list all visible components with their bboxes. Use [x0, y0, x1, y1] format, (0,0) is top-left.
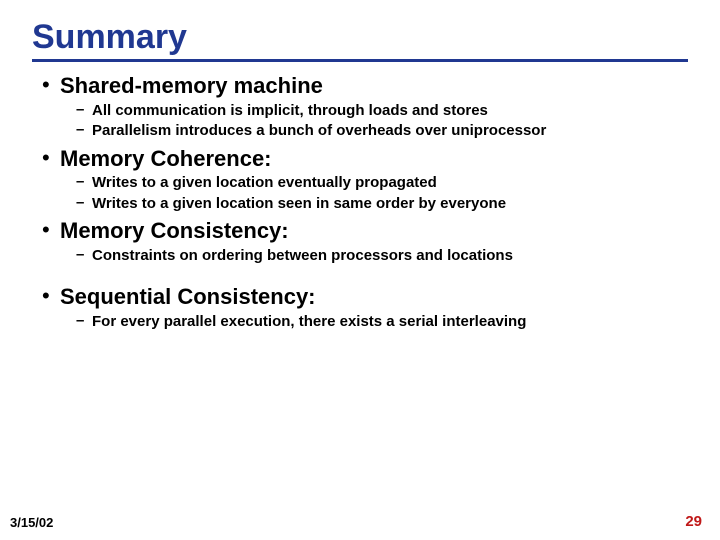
bullet-item: •Sequential Consistency: — [42, 283, 688, 311]
bullet-text: Memory Coherence: — [60, 145, 272, 173]
sub-bullet-text: Writes to a given location seen in same … — [92, 194, 506, 214]
sub-bullet-marker: – — [76, 173, 92, 192]
bullet-text: Sequential Consistency: — [60, 283, 316, 311]
bullet-text: Shared-memory machine — [60, 72, 323, 100]
sub-bullet-item: –Writes to a given location eventually p… — [76, 173, 688, 193]
sub-bullet-text: All communication is implicit, through l… — [92, 101, 488, 121]
title-underline — [32, 59, 688, 62]
sub-bullet-text: Constraints on ordering between processo… — [92, 246, 513, 266]
sub-bullet-marker: – — [76, 246, 92, 265]
sub-bullet-item: –Parallelism introduces a bunch of overh… — [76, 121, 688, 141]
sub-bullet-text: Writes to a given location eventually pr… — [92, 173, 437, 193]
sub-bullet-marker: – — [76, 121, 92, 140]
sub-bullet-item: –Writes to a given location seen in same… — [76, 194, 688, 214]
bullet-text: Memory Consistency: — [60, 217, 289, 245]
sub-bullet-item: –All communication is implicit, through … — [76, 101, 688, 121]
sub-bullet-text: Parallelism introduces a bunch of overhe… — [92, 121, 546, 141]
bullet-item: •Memory Coherence: — [42, 145, 688, 173]
bullet-marker: • — [42, 72, 60, 98]
bullet-item: •Memory Consistency: — [42, 217, 688, 245]
sub-bullet-text: For every parallel execution, there exis… — [92, 312, 526, 332]
slide-title: Summary — [32, 18, 688, 57]
sub-bullet-marker: – — [76, 101, 92, 120]
bullet-marker: • — [42, 145, 60, 171]
slide-content: •Shared-memory machine–All communication… — [32, 72, 688, 331]
bullet-marker: • — [42, 283, 60, 309]
bullet-marker: • — [42, 217, 60, 243]
sub-bullet-marker: – — [76, 312, 92, 331]
footer-page-number: 29 — [685, 513, 702, 530]
footer-date: 3/15/02 — [10, 515, 53, 530]
sub-bullet-marker: – — [76, 194, 92, 213]
bullet-item: •Shared-memory machine — [42, 72, 688, 100]
sub-bullet-item: –Constraints on ordering between process… — [76, 246, 688, 266]
sub-bullet-item: –For every parallel execution, there exi… — [76, 312, 688, 332]
slide: Summary •Shared-memory machine–All commu… — [0, 0, 720, 540]
